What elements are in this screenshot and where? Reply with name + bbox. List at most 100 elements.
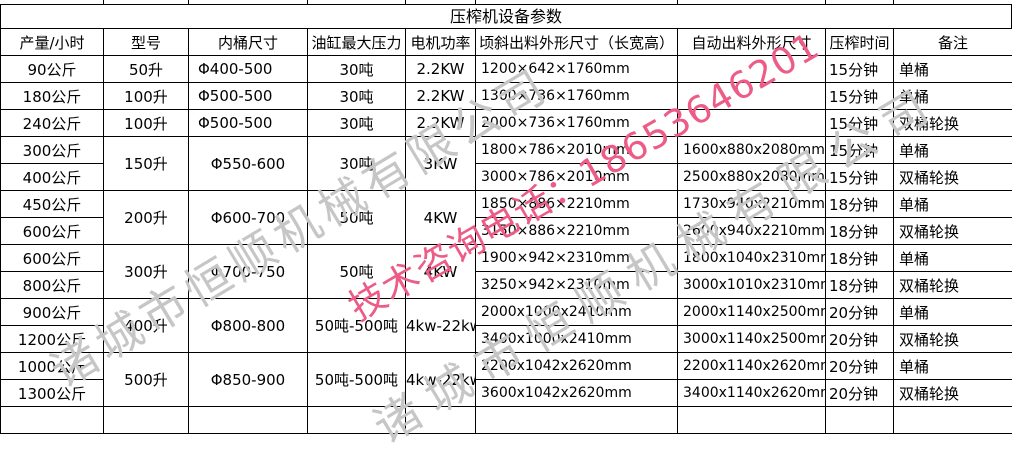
cell-press-time: 18分钟 [825,217,894,245]
cell-max-pressure [307,406,406,434]
cell-barrel-size: Φ600-700 [188,190,308,245]
cell-press-time: 15分钟 [825,163,894,191]
cell-motor-power: 2.2KW [405,82,476,110]
cell-remark: 双桶轮换 [893,163,1012,191]
cutoff-gridline [825,0,826,4]
column-header: 备注 [893,28,1012,56]
cell-output-per-hour: 300公斤 [0,136,104,164]
cell-auto-discharge-size [677,55,826,83]
cell-max-pressure: 30吨 [307,82,406,110]
cutoff-gridline [188,0,189,4]
cell-output-per-hour: 450公斤 [0,190,104,218]
cell-press-time: 15分钟 [825,82,894,110]
cell-model [103,406,189,434]
spec-table: 产量/小时 型号 内桶尺寸 油缸最大压力 电机功率 顷斜出料外形尺寸（长宽高） 自动出料外形… [0,28,1012,434]
cell-output-per-hour: 600公斤 [0,217,104,245]
cell-output-per-hour: 600公斤 [0,244,104,272]
cell-output-per-hour [0,406,104,434]
cell-tilt-discharge-size: 1800×786×2010mm [475,136,678,164]
cell-tilt-discharge-size: 1850×886×2210mm [475,190,678,218]
cell-auto-discharge-size: 3000x1140x2500mm [677,325,826,353]
table-row: 180公斤 100升 Φ500-500 30吨 2.2KW 1300×736×1760mm… [0,82,1012,110]
cell-auto-discharge-size: 2600x940x2210mm [677,217,826,245]
column-header: 压榨时间 [825,28,894,56]
cell-remark: 单桶 [893,352,1012,380]
cell-tilt-discharge-size: 3150×886×2210mm [475,217,678,245]
cell-motor-power: 4kw-22kw [405,298,476,353]
cell-output-per-hour: 1000公斤 [0,352,104,380]
column-header: 产量/小时 [0,28,104,56]
cell-output-per-hour: 90公斤 [0,55,104,83]
cell-output-per-hour: 400公斤 [0,163,104,191]
cell-motor-power: 4KW [405,190,476,245]
cell-press-time [825,406,894,434]
cell-max-pressure: 50吨 [307,244,406,299]
header-row: 产量/小时 型号 内桶尺寸 油缸最大压力 电机功率 顷斜出料外形尺寸（长宽高） 自动出料外形… [0,28,1012,56]
table-row: 600公斤 3150×886×2210mm 2600x940x2210mm 18分钟双… [0,217,1012,245]
cell-remark: 双桶轮换 [893,217,1012,245]
cell-max-pressure: 30吨 [307,109,406,137]
table-row: 900公斤 400升 Φ800-800 50吨-500吨 4kw-22kw 2000x10… [0,298,1012,353]
table-row: 300公斤 150升 Φ550-600 30吨 3KW 1800×786×2010mm 16… [0,136,1012,191]
table-row [0,406,1012,434]
cell-remark: 双桶轮换 [893,271,1012,299]
cell-auto-discharge-size: 1730x940x2210mm [677,190,826,218]
cell-remark [893,406,1012,434]
cell-tilt-discharge-size: 3600x1042x2620mm [475,379,678,407]
cell-remark: 单桶 [893,82,1012,110]
cell-remark: 单桶 [893,136,1012,164]
cell-output-per-hour: 800公斤 [0,271,104,299]
cell-press-time: 18分钟 [825,190,894,218]
cell-remark: 单桶 [893,190,1012,218]
cell-auto-discharge-size: 3000x1010x2310mm [677,271,826,299]
cell-auto-discharge-size: 2500x880x2080mm [677,163,826,191]
cell-barrel-size [188,406,308,434]
cell-press-time: 18分钟 [825,244,894,272]
cell-output-per-hour: 1300公斤 [0,379,104,407]
cutoff-row-above [0,0,1012,4]
cell-remark: 双桶轮换 [893,379,1012,407]
column-header: 顷斜出料外形尺寸（长宽高） [475,28,678,56]
column-header: 型号 [103,28,189,56]
cell-output-per-hour: 900公斤 [0,298,104,326]
cell-remark: 单桶 [893,298,1012,326]
cell-remark: 双桶轮换 [893,325,1012,353]
cell-model: 100升 [103,82,189,110]
cell-auto-discharge-size: 2200x1140x2620mm [677,352,826,380]
cell-auto-discharge-size [677,406,826,434]
table-row: 1200公斤 3400x1000x2410mm 3000x1140x2500mm 20… [0,325,1012,353]
cell-barrel-size: Φ400-500 [188,55,308,83]
cell-tilt-discharge-size: 2000×736×1760mm [475,109,678,137]
table-row: 1300公斤 3600x1042x2620mm 3400x1140x2620mm 20… [0,379,1012,407]
cell-tilt-discharge-size: 1300×736×1760mm [475,82,678,110]
column-header: 电机功率 [405,28,476,56]
cutoff-gridline [103,0,104,4]
cell-motor-power: 2.2KW [405,109,476,137]
table-row: 400公斤 3000×786×2010mm 2500x880x2080mm 15分钟双… [0,163,1012,191]
cell-auto-discharge-size [677,82,826,110]
cell-output-per-hour: 1200公斤 [0,325,104,353]
cell-barrel-size: Φ500-500 [188,109,308,137]
cell-max-pressure: 30吨 [307,136,406,191]
cell-press-time: 20分钟 [825,298,894,326]
cell-auto-discharge-size: 2000x1140x2500mm [677,298,826,326]
cutoff-gridline [405,0,406,4]
cell-remark: 单桶 [893,55,1012,83]
cell-motor-power: 4KW [405,244,476,299]
column-header: 自动出料外形尺寸 [677,28,826,56]
table-row: 450公斤 200升 Φ600-700 50吨 4KW 1850×886×2210mm 17… [0,190,1012,245]
cell-output-per-hour: 240公斤 [0,109,104,137]
cell-tilt-discharge-size [475,406,678,434]
cell-press-time: 20分钟 [825,325,894,353]
cell-press-time: 20分钟 [825,352,894,380]
cell-barrel-size: Φ550-600 [188,136,308,191]
cell-press-time: 18分钟 [825,271,894,299]
cell-output-per-hour: 180公斤 [0,82,104,110]
cell-tilt-discharge-size: 1200×642×1760mm [475,55,678,83]
cell-model: 200升 [103,190,189,245]
cutoff-gridline [677,0,678,4]
cell-press-time: 15分钟 [825,109,894,137]
cutoff-gridline [893,0,894,4]
table-row: 240公斤 100升 Φ500-500 30吨 2.2KW 2000×736×1760mm… [0,109,1012,137]
